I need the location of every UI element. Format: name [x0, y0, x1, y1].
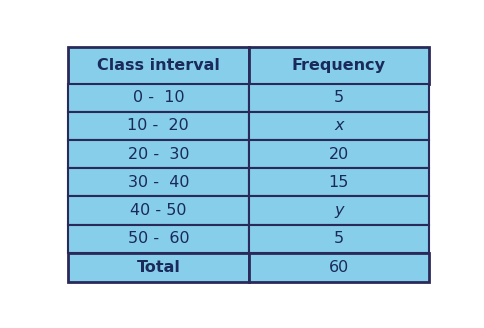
Bar — [68, 196, 248, 225]
Bar — [248, 253, 428, 282]
Text: 10 -  20: 10 - 20 — [127, 118, 189, 133]
Text: 20 -  30: 20 - 30 — [127, 147, 189, 162]
Bar — [248, 225, 428, 253]
Bar — [68, 168, 248, 196]
Text: y: y — [333, 203, 343, 218]
Text: Class interval: Class interval — [97, 58, 219, 73]
Bar — [248, 196, 428, 225]
Text: 30 -  40: 30 - 40 — [127, 175, 189, 190]
Bar — [248, 84, 428, 112]
Bar — [248, 140, 428, 168]
Bar — [68, 84, 248, 112]
Text: 20: 20 — [328, 147, 348, 162]
Bar — [68, 47, 248, 84]
Text: 0 -  10: 0 - 10 — [132, 90, 184, 105]
Text: Frequency: Frequency — [291, 58, 385, 73]
Bar — [248, 168, 428, 196]
Text: 15: 15 — [328, 175, 348, 190]
Text: Total: Total — [136, 260, 180, 275]
Bar — [68, 253, 248, 282]
Text: 60: 60 — [328, 260, 348, 275]
Bar — [68, 140, 248, 168]
Text: 5: 5 — [333, 90, 343, 105]
Text: 5: 5 — [333, 231, 343, 246]
Bar — [248, 47, 428, 84]
Text: 40 - 50: 40 - 50 — [130, 203, 186, 218]
Bar — [68, 225, 248, 253]
Bar — [68, 112, 248, 140]
Text: x: x — [333, 118, 343, 133]
Bar — [248, 112, 428, 140]
Text: 50 -  60: 50 - 60 — [127, 231, 189, 246]
